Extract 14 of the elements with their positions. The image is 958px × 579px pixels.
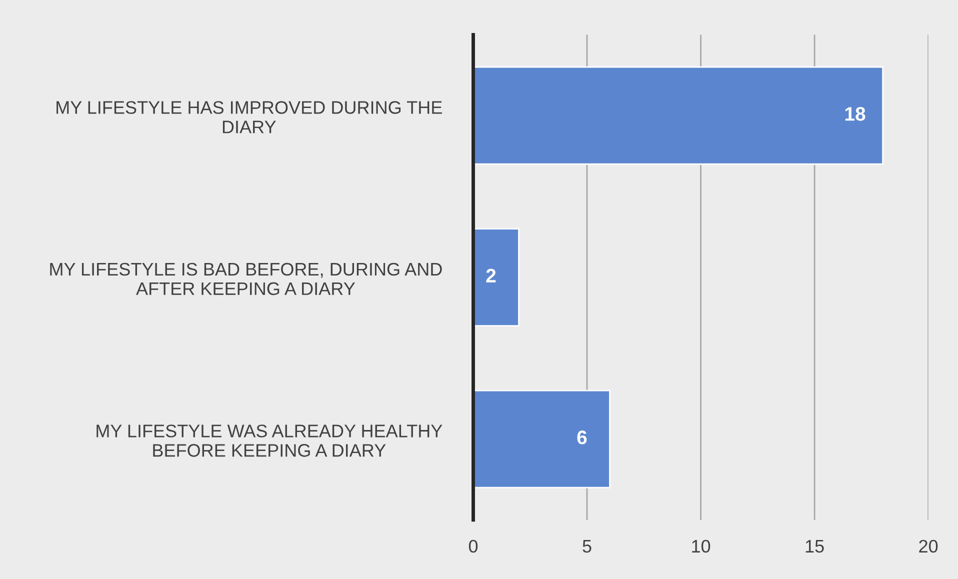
data-label: 18 <box>845 107 866 121</box>
bar <box>473 228 520 327</box>
x-tick-label: 10 <box>692 540 710 553</box>
y-tick-label: MY LIFESTYLE IS BAD BEFORE, DURING AND AFTER KEEPING A DIARY <box>50 262 442 296</box>
y-tick-label: MY LIFESTYLE WAS ALREADY HEALTHY BEFORE KEEPING A DIARY <box>96 424 442 457</box>
x-tick-label: 20 <box>919 540 938 553</box>
x-tick-label: 0 <box>468 540 478 553</box>
bar <box>473 66 884 165</box>
x-tick-label: 5 <box>582 540 592 553</box>
data-label: 6 <box>577 430 587 444</box>
bar <box>473 390 610 488</box>
y-tick-label: MY LIFESTYLE HAS IMPROVED DURING THE DIARY <box>56 101 442 134</box>
x-tick-label: 15 <box>806 540 824 553</box>
data-label: 2 <box>486 268 496 282</box>
